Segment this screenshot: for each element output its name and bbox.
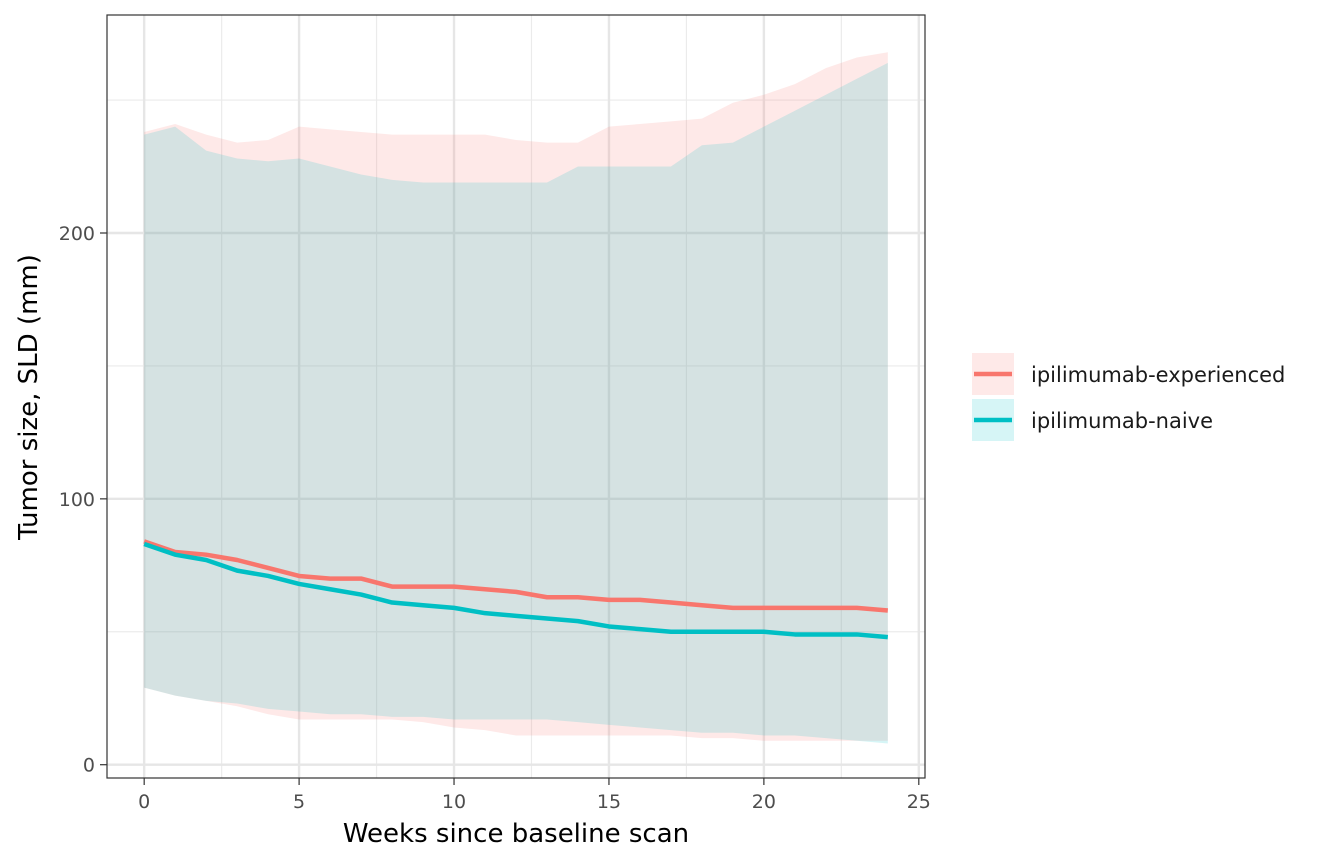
band-ipilimumab-experienced	[144, 52, 888, 741]
y-tick-label: 0	[83, 755, 95, 777]
x-tick-label: 5	[293, 791, 305, 813]
legend-label: ipilimumab-naive	[1031, 409, 1213, 433]
confidence-bands	[144, 52, 888, 744]
legend: ipilimumab-experienced ipilimumab-naive	[972, 353, 1285, 441]
line-ipilimumab-experienced	[143, 539, 889, 613]
x-tick-label: 0	[138, 791, 150, 813]
x-tick-label: 10	[442, 791, 466, 813]
plot-border	[106, 14, 926, 779]
x-tick-label: 15	[597, 791, 621, 813]
series-lines	[143, 539, 889, 640]
band-ipilimumab-naive	[144, 62, 888, 744]
y-axis-title: Tumor size, SLD (mm)	[14, 254, 44, 541]
line-ipilimumab-naive	[143, 541, 889, 640]
grid-major	[107, 15, 925, 778]
x-axis: 0 5 10 15 20 25	[138, 778, 931, 813]
x-tick-label: 25	[907, 791, 931, 813]
legend-label: ipilimumab-experienced	[1031, 363, 1285, 387]
y-tick-label: 200	[59, 223, 95, 245]
plot-panel	[107, 15, 925, 778]
x-tick-label: 20	[752, 791, 776, 813]
y-tick-label: 100	[59, 489, 95, 511]
x-axis-title: Weeks since baseline scan	[343, 819, 689, 849]
y-axis: 0 100 200	[59, 223, 107, 777]
